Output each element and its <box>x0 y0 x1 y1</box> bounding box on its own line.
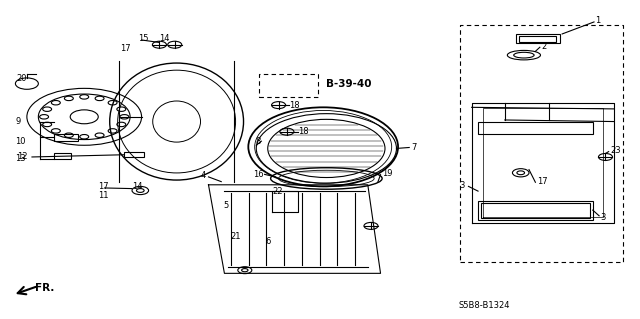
Bar <box>481 203 589 218</box>
Text: 8: 8 <box>255 137 260 146</box>
Text: 19: 19 <box>383 169 393 178</box>
Text: 5: 5 <box>223 201 228 210</box>
Text: 17: 17 <box>120 44 131 53</box>
Text: 1: 1 <box>595 17 600 26</box>
Circle shape <box>152 41 166 48</box>
Text: 22: 22 <box>272 187 283 196</box>
Bar <box>124 152 144 157</box>
Text: 7: 7 <box>411 143 417 152</box>
Bar <box>516 34 559 43</box>
Bar <box>54 134 78 141</box>
Text: 11: 11 <box>99 191 109 200</box>
Circle shape <box>168 41 182 48</box>
Text: 20: 20 <box>16 74 26 83</box>
Text: 3: 3 <box>600 212 605 222</box>
Text: 3: 3 <box>459 181 464 190</box>
Text: FR.: FR. <box>35 283 54 293</box>
Bar <box>54 153 72 159</box>
Text: 17: 17 <box>99 182 109 191</box>
Bar <box>478 122 593 134</box>
Text: 14: 14 <box>132 182 143 191</box>
Text: 10: 10 <box>15 137 26 146</box>
Text: 9: 9 <box>15 117 20 126</box>
Text: 14: 14 <box>159 34 170 43</box>
Text: 15: 15 <box>138 34 149 43</box>
Text: 13: 13 <box>15 154 26 163</box>
Text: 16: 16 <box>253 170 264 179</box>
Text: 18: 18 <box>298 127 308 136</box>
Text: 12: 12 <box>17 152 28 161</box>
Text: 4: 4 <box>201 171 206 181</box>
Text: 6: 6 <box>265 237 271 246</box>
Text: B-39-40: B-39-40 <box>326 78 372 89</box>
Text: 23: 23 <box>610 146 621 155</box>
Text: 2: 2 <box>541 42 547 51</box>
Text: 21: 21 <box>231 232 241 241</box>
Bar <box>520 35 556 42</box>
Text: 17: 17 <box>537 176 547 186</box>
Text: S5B8-B1324: S5B8-B1324 <box>459 301 511 310</box>
Bar <box>478 201 593 219</box>
Text: 18: 18 <box>289 100 300 110</box>
